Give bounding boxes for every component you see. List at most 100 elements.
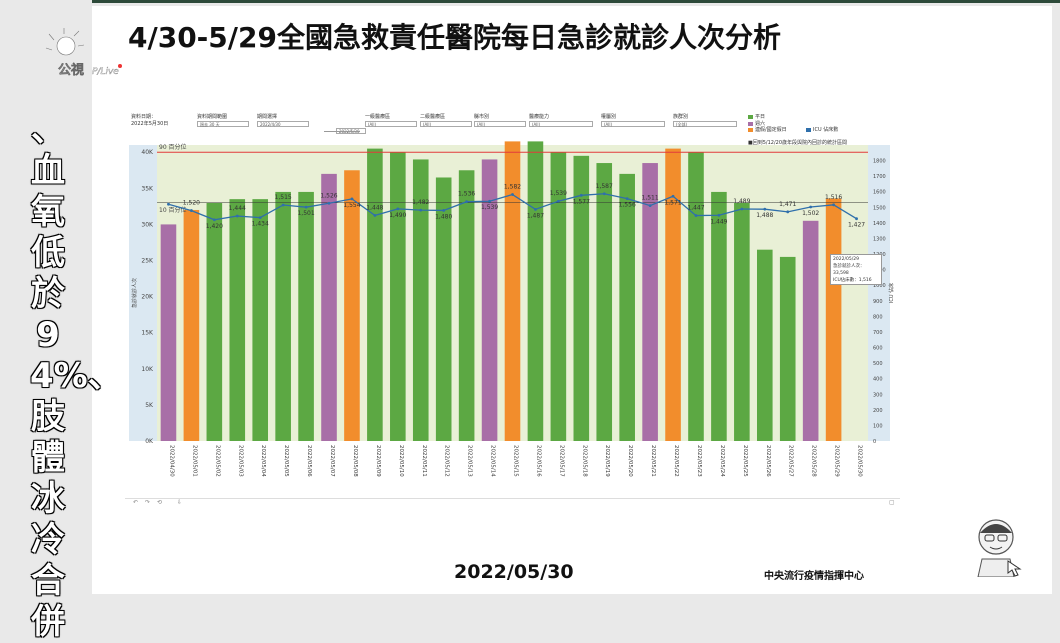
icu-data-label: 1,482	[412, 199, 429, 206]
icu-data-label: 1,427	[848, 222, 865, 229]
icu-point	[465, 200, 469, 204]
update-label: 資料日期：	[131, 114, 157, 120]
y-tick-right: 1300	[873, 236, 886, 242]
icu-data-label: 1,434	[252, 221, 269, 228]
bar	[573, 155, 590, 441]
filter-select[interactable]: (全部)	[673, 121, 737, 127]
download-icon[interactable]: ⇩	[177, 499, 183, 506]
bar	[779, 256, 796, 441]
revert-icon[interactable]: ⟲	[157, 499, 163, 506]
icu-data-label: 1,520	[183, 200, 200, 207]
filter-select[interactable]: (All)	[601, 121, 665, 127]
filter-select[interactable]: (All)	[529, 121, 593, 127]
icu-point	[832, 203, 835, 207]
y-tick-right: 1000	[873, 283, 886, 289]
icu-data-label: 1,536	[458, 191, 475, 198]
y-tick-right: 100	[873, 423, 883, 429]
icu-point	[648, 204, 652, 208]
icu-data-label: 1,554	[343, 202, 360, 209]
y-tick-left: 40K	[141, 149, 154, 156]
x-tick-label: 2022/05/10	[398, 445, 404, 477]
y-tick-left: 5K	[145, 402, 154, 409]
icu-point	[556, 199, 560, 203]
top-border	[0, 0, 1060, 3]
slide-date: 2022/05/30	[454, 561, 574, 583]
icu-point	[625, 197, 629, 200]
icu-point	[190, 209, 193, 212]
vertical-caption: 、血氧低於94%、肢體冰冷合併	[30, 110, 122, 642]
x-tick-label: 2022/05/26	[765, 445, 771, 477]
y-tick-right: 700	[873, 330, 883, 336]
y-tick-right: 500	[873, 361, 883, 367]
y-tick-right: 1600	[873, 190, 886, 196]
x-tick-label: 2022/05/16	[535, 445, 541, 477]
icu-point	[534, 207, 537, 211]
chart-svg: 0K 5K 10K 15K 20K 25K 30K 35K 40K 0 100 200 300 400 50…	[129, 141, 895, 477]
x-tick-label: 2022/05/24	[719, 445, 725, 477]
x-tick-label: 2022/05/21	[650, 445, 656, 477]
icu-data-label: 1,471	[779, 201, 796, 208]
y-tick-left: 10K	[141, 366, 154, 373]
icu-data-label: 1,420	[206, 223, 223, 230]
y-axis-label-right: ICU 佔床	[888, 283, 895, 303]
icu-point	[694, 214, 698, 217]
y-tick-right: 600	[873, 346, 883, 352]
y-tick-left: 20K	[141, 294, 154, 301]
filter-select[interactable]: (All)	[420, 121, 472, 127]
filter-select[interactable]: (All)	[365, 121, 417, 127]
legend-swatch	[748, 114, 753, 119]
bar	[275, 191, 291, 441]
icu-data-label: 1,488	[756, 212, 773, 219]
icu-data-label: 1,489	[733, 198, 750, 205]
bar	[481, 159, 498, 441]
icu-data-label: 1,539	[481, 204, 498, 211]
filter-select[interactable]: (All)	[474, 121, 526, 127]
live-text: P/Live	[92, 67, 119, 77]
x-tick-label: 2022/05/25	[742, 445, 748, 477]
bar	[160, 224, 177, 441]
bar	[756, 249, 773, 441]
legend-label: 週六	[755, 121, 766, 127]
icu-point	[396, 207, 400, 211]
bar	[550, 152, 567, 441]
tooltip-icu: ICU佔床數：1,516	[833, 278, 872, 283]
y-tick-right: 900	[873, 299, 883, 305]
redo-icon[interactable]: ↷	[145, 499, 151, 506]
bar	[183, 209, 200, 441]
p10-label: 10 百分位	[159, 206, 187, 214]
sidebar	[0, 0, 92, 596]
icu-data-label: 1,511	[642, 195, 659, 202]
icu-point	[442, 209, 446, 212]
date-slider[interactable]	[324, 131, 360, 132]
legend-label: 連假/國定假日	[755, 127, 787, 133]
icu-point	[327, 201, 331, 205]
filter-select[interactable]: 2022/4/30	[257, 121, 309, 127]
bar	[298, 191, 314, 441]
icu-data-label: 1,444	[229, 205, 246, 212]
icu-data-label: 1,449	[710, 218, 727, 225]
icu-point	[855, 217, 858, 221]
y-tick-right: 1700	[873, 174, 886, 180]
icu-point	[281, 203, 285, 207]
bar	[711, 191, 727, 441]
bar	[619, 173, 635, 441]
filter-select[interactable]: 過去 30 天	[197, 121, 249, 127]
bar	[321, 173, 337, 441]
x-tick-label: 2022/05/04	[260, 445, 266, 477]
x-tick-label: 2022/05/09	[375, 445, 381, 477]
icu-data-label: 1,487	[527, 212, 544, 219]
bar	[412, 159, 429, 441]
bar	[596, 163, 613, 442]
x-tick-label: 2022/05/20	[627, 445, 633, 477]
undo-icon[interactable]: ↶	[133, 499, 139, 506]
filter-label: 族群別	[673, 114, 689, 120]
icu-point	[373, 214, 377, 217]
bar	[435, 177, 452, 442]
bar	[665, 148, 681, 442]
x-tick-label: 2022/05/15	[513, 445, 519, 477]
fullscreen-icon[interactable]: ▢	[889, 499, 895, 506]
icu-point	[786, 210, 790, 214]
bar	[458, 170, 475, 441]
bar	[802, 220, 819, 441]
dashboard-toolbar[interactable]: ↶ ↷ ⟲ ⇩ ▢	[125, 498, 900, 509]
